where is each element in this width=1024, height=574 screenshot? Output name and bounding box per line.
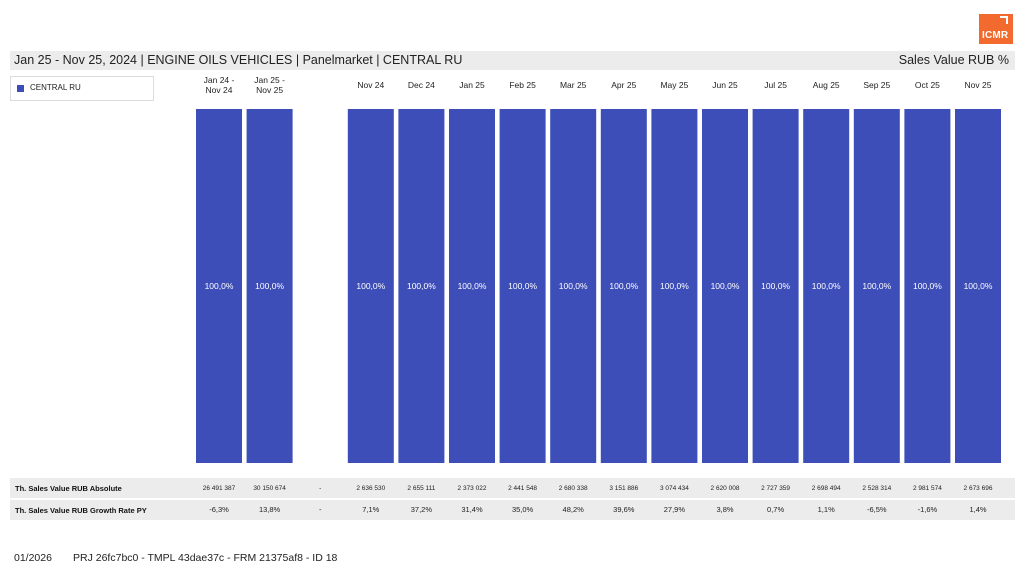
absolute-value-cell: 2 441 548 bbox=[508, 485, 537, 492]
category-label: Nov 25 bbox=[965, 80, 992, 90]
growth-rate-cell: 1,4% bbox=[969, 505, 986, 514]
growth-row-label: Th. Sales Value RUB Growth Rate PY bbox=[15, 506, 147, 515]
legend-swatch bbox=[17, 85, 24, 92]
category-label: Mar 25 bbox=[560, 80, 587, 90]
category-label: Sep 25 bbox=[863, 80, 890, 90]
bar bbox=[904, 109, 951, 463]
category-label: Jan 24 - bbox=[204, 75, 235, 85]
growth-rate-cell: 3,8% bbox=[716, 505, 733, 514]
bar bbox=[752, 109, 799, 463]
absolute-value-cell: 2 373 022 bbox=[458, 485, 487, 492]
absolute-value-cell: 3 074 434 bbox=[660, 485, 689, 492]
absolute-value-cell: 26 491 387 bbox=[203, 485, 236, 492]
bar-value-label: 100,0% bbox=[711, 281, 740, 291]
category-label: Nov 25 bbox=[256, 85, 283, 95]
absolute-value-cell: 2 727 359 bbox=[761, 485, 790, 492]
growth-rate-cell: 7,1% bbox=[362, 505, 379, 514]
category-label: Jul 25 bbox=[764, 80, 787, 90]
category-label: Aug 25 bbox=[813, 80, 840, 90]
bar-value-label: 100,0% bbox=[609, 281, 638, 291]
bar-value-label: 100,0% bbox=[508, 281, 537, 291]
growth-rate-cell: 13,8% bbox=[259, 505, 281, 514]
category-label: Nov 24 bbox=[206, 85, 233, 95]
absolute-value-cell: 2 680 338 bbox=[559, 485, 588, 492]
growth-rate-cell: 1,1% bbox=[818, 505, 835, 514]
bar bbox=[651, 109, 698, 463]
bar bbox=[600, 109, 647, 463]
category-label: Jan 25 - bbox=[254, 75, 285, 85]
growth-rate-cell: -6,5% bbox=[867, 505, 887, 514]
logo-text: ICMR bbox=[982, 30, 1009, 41]
category-label: Nov 24 bbox=[357, 80, 384, 90]
absolute-row-background bbox=[10, 478, 1015, 498]
bar-value-label: 100,0% bbox=[407, 281, 436, 291]
chart-title: Jan 25 - Nov 25, 2024 | ENGINE OILS VEHI… bbox=[14, 53, 463, 67]
bar bbox=[246, 109, 293, 463]
absolute-value-cell: 2 636 530 bbox=[356, 485, 385, 492]
absolute-value-cell: 30 150 674 bbox=[253, 485, 286, 492]
category-label: Feb 25 bbox=[509, 80, 536, 90]
category-label: Apr 25 bbox=[611, 80, 636, 90]
category-label: Oct 25 bbox=[915, 80, 940, 90]
absolute-row-label: Th. Sales Value RUB Absolute bbox=[15, 484, 122, 493]
logo-corner-mark bbox=[1000, 16, 1008, 24]
bar-value-label: 100,0% bbox=[913, 281, 942, 291]
measure-label: Sales Value RUB % bbox=[898, 53, 1009, 67]
bar bbox=[449, 109, 495, 463]
absolute-value-cell: 2 981 574 bbox=[913, 485, 942, 492]
growth-row-background bbox=[10, 500, 1015, 520]
growth-rate-cell: - bbox=[319, 505, 322, 514]
bar-value-label: 100,0% bbox=[862, 281, 891, 291]
bar bbox=[196, 109, 242, 463]
absolute-value-cell: 2 528 314 bbox=[862, 485, 891, 492]
category-label: Jan 25 bbox=[459, 80, 485, 90]
bar-value-label: 100,0% bbox=[205, 281, 234, 291]
bar-value-label: 100,0% bbox=[761, 281, 790, 291]
bar-value-label: 100,0% bbox=[660, 281, 689, 291]
absolute-value-cell: - bbox=[319, 485, 321, 492]
growth-rate-cell: -6,3% bbox=[209, 505, 229, 514]
growth-rate-cell: 37,2% bbox=[411, 505, 433, 514]
bar bbox=[347, 109, 394, 463]
growth-rate-cell: 31,4% bbox=[461, 505, 483, 514]
bar bbox=[955, 109, 1001, 463]
category-label: May 25 bbox=[660, 80, 688, 90]
footer-id: PRJ 26fc7bc0 - TMPL 43dae37c - FRM 21375… bbox=[73, 552, 338, 564]
bar bbox=[803, 109, 850, 463]
bar bbox=[398, 109, 445, 463]
legend-label: CENTRAL RU bbox=[30, 83, 81, 92]
bar-value-label: 100,0% bbox=[255, 281, 284, 291]
bar-value-label: 100,0% bbox=[559, 281, 588, 291]
bar-value-label: 100,0% bbox=[812, 281, 841, 291]
bar bbox=[499, 109, 546, 463]
bar-value-label: 100,0% bbox=[964, 281, 993, 291]
bar-value-label: 100,0% bbox=[356, 281, 385, 291]
absolute-value-cell: 3 151 886 bbox=[609, 485, 638, 492]
growth-rate-cell: 27,9% bbox=[664, 505, 686, 514]
footer-date: 01/2026 bbox=[14, 552, 52, 564]
bar bbox=[853, 109, 900, 463]
absolute-value-cell: 2 620 008 bbox=[711, 485, 740, 492]
icmr-logo: ICMR bbox=[979, 14, 1013, 44]
bar bbox=[702, 109, 748, 463]
title-bar: Jan 25 - Nov 25, 2024 | ENGINE OILS VEHI… bbox=[10, 51, 1015, 70]
bar bbox=[550, 109, 597, 463]
growth-rate-cell: -1,6% bbox=[918, 505, 938, 514]
category-label: Jun 25 bbox=[712, 80, 738, 90]
absolute-value-cell: 2 698 494 bbox=[812, 485, 841, 492]
bar-value-label: 100,0% bbox=[458, 281, 487, 291]
growth-rate-cell: 39,6% bbox=[613, 505, 635, 514]
legend: CENTRAL RU bbox=[10, 76, 154, 101]
absolute-value-cell: 2 655 111 bbox=[407, 485, 435, 492]
category-label: Dec 24 bbox=[408, 80, 435, 90]
growth-rate-cell: 35,0% bbox=[512, 505, 534, 514]
absolute-value-cell: 2 673 696 bbox=[964, 485, 993, 492]
growth-rate-cell: 0,7% bbox=[767, 505, 784, 514]
growth-rate-cell: 48,2% bbox=[563, 505, 585, 514]
